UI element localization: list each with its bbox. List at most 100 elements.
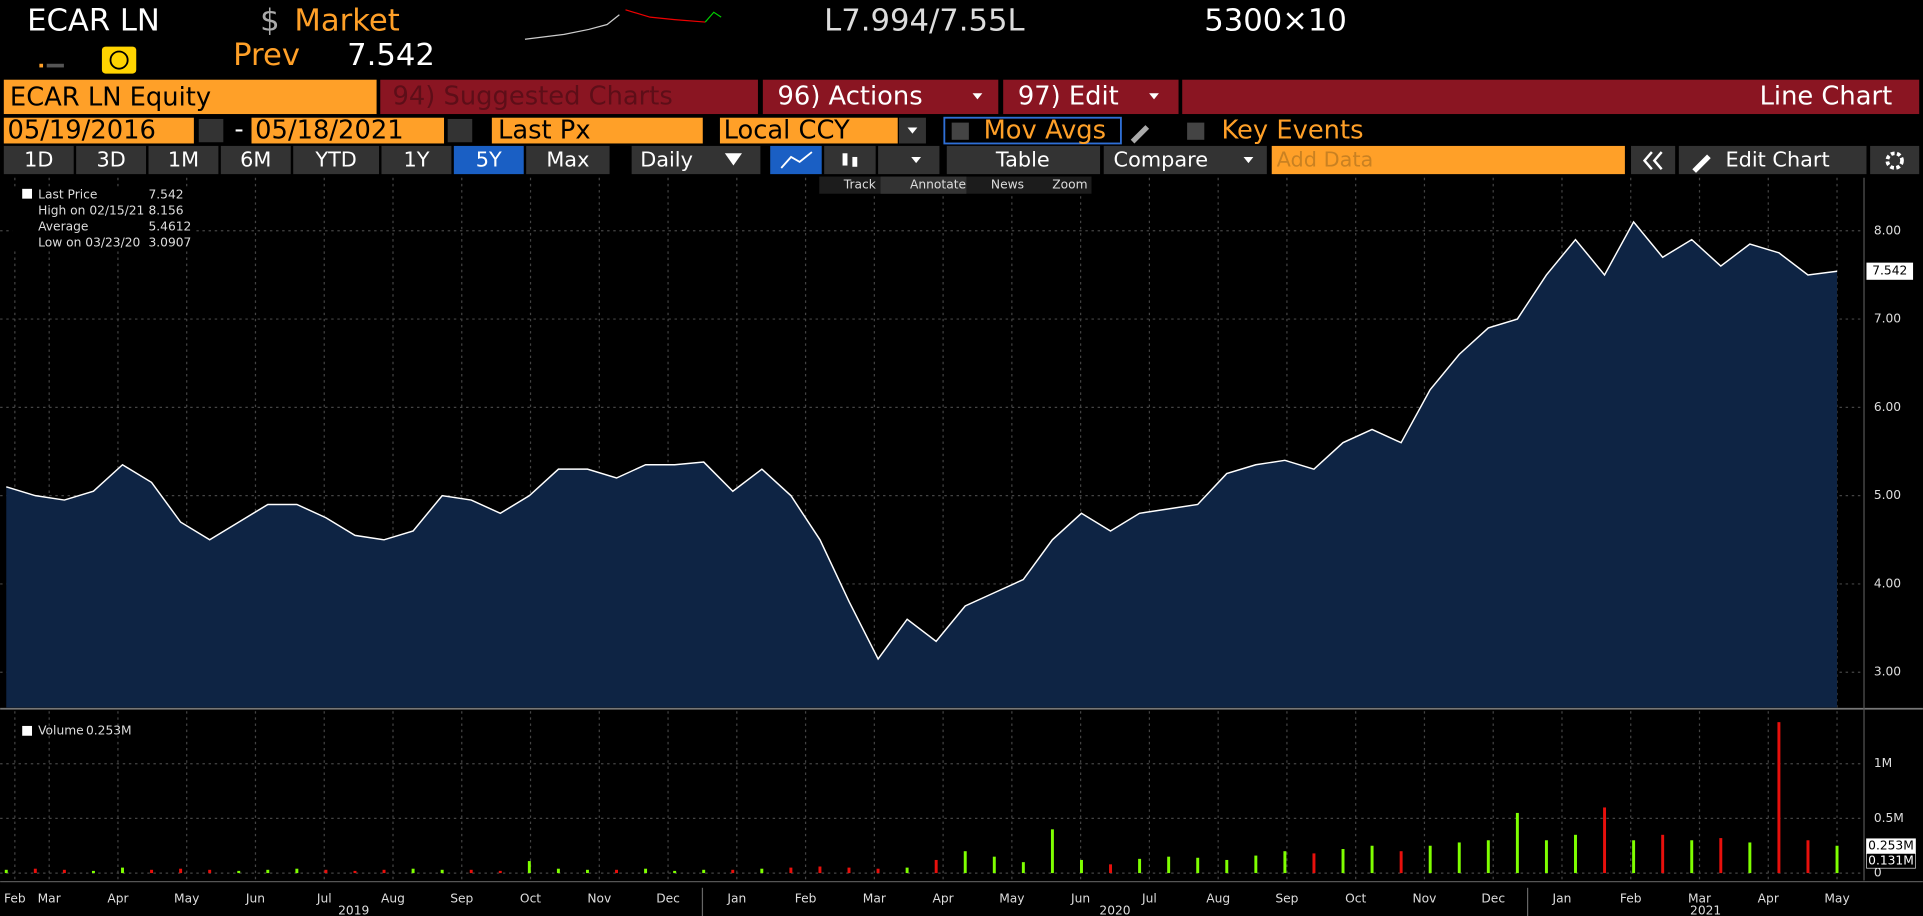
legend-label: High on 02/15/21: [38, 203, 144, 217]
volume-bar: [1661, 834, 1665, 874]
mov-avgs-box[interactable]: [943, 116, 1122, 145]
end-date[interactable]: [251, 117, 445, 144]
x-tick-label: Dec: [1481, 891, 1505, 905]
y-tick-label: 7.00: [1874, 312, 1901, 326]
x-tick-label: Sep: [450, 891, 473, 905]
x-tick-label: Mar: [1688, 891, 1712, 905]
prev-label: Prev: [233, 38, 300, 73]
period-button[interactable]: [453, 145, 524, 175]
volume-bar: [179, 868, 183, 874]
volume-bar: [1109, 864, 1113, 874]
volume-bar: [615, 869, 618, 874]
x-tick-label: Dec: [656, 891, 680, 905]
volume-bar: [324, 869, 328, 874]
volume-bar: [121, 867, 124, 874]
field-select[interactable]: [491, 117, 703, 144]
title-bar: [1182, 79, 1920, 115]
volume-tick-label: 1M: [1874, 756, 1892, 770]
volume-bar: [992, 856, 996, 874]
x-tick-label: Jun: [245, 891, 265, 905]
volume-bar: [4, 869, 8, 874]
period-button[interactable]: [148, 145, 219, 175]
mov-avgs: Mov Avgs: [984, 116, 1107, 146]
checkbox[interactable]: [951, 122, 969, 140]
period-button[interactable]: [381, 145, 452, 175]
table-button[interactable]: [946, 145, 1101, 175]
volume-bar: [62, 869, 66, 874]
period-button[interactable]: [3, 145, 74, 175]
tools: Track Annotate News Zoom: [843, 178, 1088, 192]
gauge-icon[interactable]: [101, 46, 137, 74]
last-price-tag: [1866, 262, 1914, 280]
x-tick-label: Apr: [1758, 891, 1780, 905]
sparkline: [524, 14, 620, 40]
edit-chart-button[interactable]: [1678, 145, 1867, 175]
actions-button[interactable]: [762, 79, 999, 115]
collapse-button[interactable]: [1631, 145, 1676, 175]
start-date[interactable]: [3, 117, 194, 144]
y-tick-label: 8.00: [1874, 223, 1901, 237]
price-line: [6, 220, 1838, 661]
volume-bar: [1515, 812, 1519, 874]
volume-bar: [1254, 855, 1258, 874]
legend-label: Last Price: [38, 187, 97, 201]
tool[interactable]: News: [991, 178, 1024, 192]
volume-bar: [1806, 840, 1810, 874]
candle-icon-button[interactable]: [824, 145, 876, 175]
volume-bar: [1777, 722, 1781, 874]
tool[interactable]: Track: [843, 178, 877, 192]
x-tick-label: Apr: [933, 891, 955, 905]
volume-bar: [585, 869, 589, 874]
checkbox[interactable]: [1187, 122, 1205, 140]
dropdown-arrow: [907, 127, 918, 134]
edit-button[interactable]: [1003, 79, 1179, 115]
signal-icon: [46, 63, 64, 68]
calendar-icon[interactable]: [198, 118, 224, 143]
x-tick-label: Feb: [1620, 891, 1642, 905]
volume-bar: [1050, 829, 1054, 874]
compare-button[interactable]: [1103, 145, 1267, 175]
edit: 97) Edit: [1018, 81, 1119, 111]
volume-bar: [1632, 840, 1636, 874]
dropdown-arrow: [1243, 156, 1254, 164]
volume-tag: [1866, 853, 1916, 869]
x-tick-label: Jun: [1070, 891, 1090, 905]
volume-bar: [1835, 845, 1839, 874]
x-tick-label: Oct: [520, 891, 541, 905]
volume-bar: [905, 867, 909, 874]
chart-type: Line Chart: [1760, 81, 1893, 111]
suggested-button[interactable]: [380, 79, 758, 115]
period-label: YTD: [314, 148, 356, 172]
frequency: Daily: [640, 148, 693, 172]
year-label: 2019: [338, 904, 369, 916]
volume-bar: [1341, 849, 1345, 874]
volume-bar: [963, 851, 967, 874]
legend-value: 5.4612: [149, 219, 192, 233]
dropdown-arrow: [724, 153, 743, 166]
settings-button[interactable]: [1870, 145, 1920, 175]
period-button[interactable]: [293, 145, 380, 175]
frequency-select[interactable]: [631, 145, 761, 175]
type-dropdown[interactable]: [878, 145, 940, 175]
volume-bar: [150, 869, 154, 874]
period-button[interactable]: [220, 145, 291, 175]
size: 5300×10: [1204, 4, 1347, 39]
period-button[interactable]: [76, 145, 147, 175]
add-data-field[interactable]: [1271, 145, 1625, 175]
security-field[interactable]: [3, 79, 377, 115]
tool[interactable]: Annotate: [910, 178, 966, 192]
ccy-select[interactable]: [719, 117, 898, 144]
legend-label: Low on 03/23/20: [38, 235, 140, 249]
y-tick-label: 3.00: [1874, 665, 1901, 679]
candle-icon: [852, 156, 858, 167]
tool[interactable]: Zoom: [1052, 178, 1087, 192]
candle-icon: [842, 153, 848, 166]
pencil-icon[interactable]: [1130, 125, 1150, 144]
calendar-icon[interactable]: [447, 118, 473, 143]
x-tick-label: Mar: [863, 891, 887, 905]
suggested: 94) Suggested Charts: [393, 81, 673, 111]
volume-bar: [1428, 845, 1432, 874]
volume-bar: [1167, 856, 1171, 874]
period-button[interactable]: [526, 145, 610, 175]
volume-bar: [1399, 851, 1403, 874]
